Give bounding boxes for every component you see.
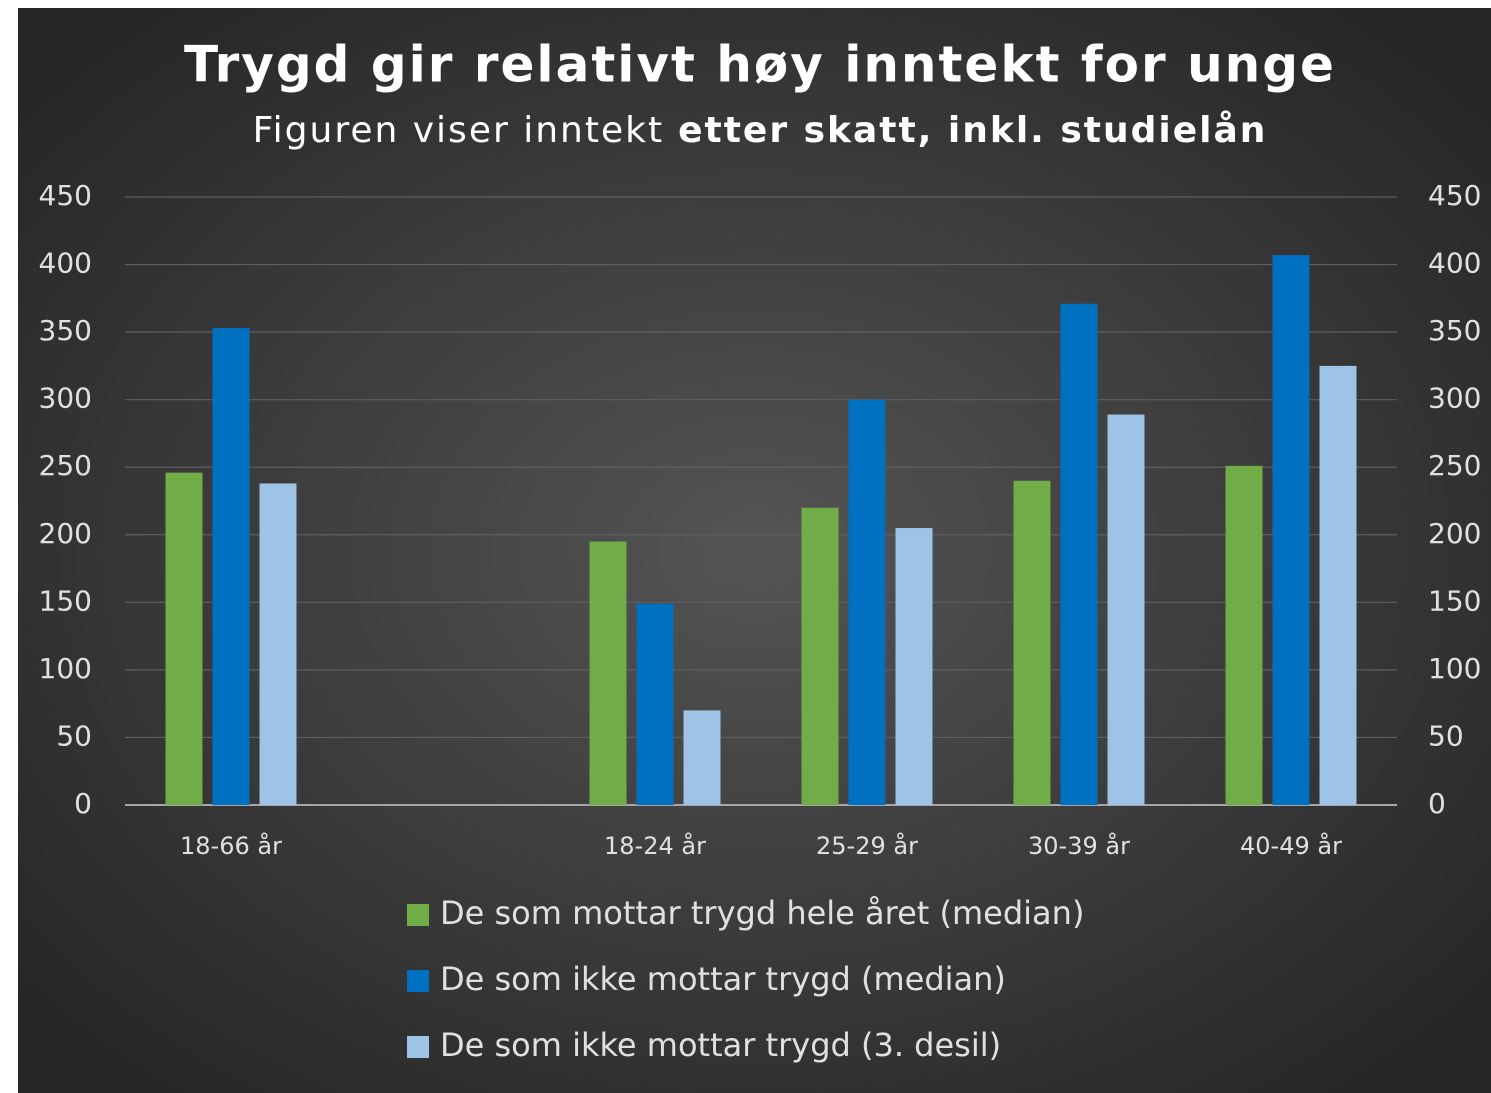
bar <box>1060 303 1098 805</box>
x-tick-label: 30-39 år <box>1028 831 1130 860</box>
bar <box>895 528 933 805</box>
legend-label: De som ikke mottar trygd (median) <box>440 960 1006 998</box>
y-tick-label: 50 <box>56 719 92 752</box>
x-tick-label: 18-66 år <box>180 831 282 860</box>
y2-tick-label: 200 <box>1428 517 1481 550</box>
y2-tick-label: 150 <box>1428 584 1481 617</box>
legend-label: De som mottar trygd hele året (median) <box>440 894 1084 932</box>
y-tick-label: 250 <box>39 449 92 482</box>
bar <box>1107 414 1145 805</box>
y-tick-label: 350 <box>39 314 92 347</box>
y2-tick-label: 250 <box>1428 449 1481 482</box>
subtitle-part: etter skatt, inkl. studielån <box>678 110 1267 151</box>
bar <box>165 472 203 805</box>
legend-label: De som ikke mottar trygd (3. desil) <box>440 1026 1001 1064</box>
bar <box>589 541 627 805</box>
bar <box>1013 480 1051 805</box>
chart-title: Trygd gir relativt høy inntekt for unge <box>184 36 1336 94</box>
y-tick-label: 200 <box>39 517 92 550</box>
subtitle-part: Figuren viser inntekt <box>253 110 665 151</box>
bar <box>1319 365 1357 805</box>
y-tick-label: 400 <box>39 247 92 280</box>
bar <box>212 328 250 805</box>
y-tick-label: 100 <box>39 652 92 685</box>
y2-tick-label: 450 <box>1428 179 1481 212</box>
bar <box>801 507 839 805</box>
y2-tick-label: 350 <box>1428 314 1481 347</box>
y-tick-label: 0 <box>74 787 92 820</box>
bar <box>636 603 674 805</box>
y-tick-label: 300 <box>39 382 92 415</box>
x-tick-label: 18-24 år <box>604 831 706 860</box>
y-tick-label: 450 <box>39 179 92 212</box>
x-tick-label: 40-49 år <box>1240 831 1342 860</box>
y2-tick-label: 50 <box>1428 719 1464 752</box>
bar <box>683 710 721 805</box>
bar <box>1272 255 1310 805</box>
bar <box>259 483 297 805</box>
legend-swatch <box>407 904 429 926</box>
y-tick-label: 150 <box>39 584 92 617</box>
legend-swatch <box>407 970 429 992</box>
bar <box>848 399 886 805</box>
y2-tick-label: 100 <box>1428 652 1481 685</box>
chart-subtitle: Figuren viser inntekt etter skatt, inkl. … <box>253 110 1268 151</box>
y2-tick-label: 400 <box>1428 247 1481 280</box>
bar <box>1225 465 1263 805</box>
y2-tick-label: 0 <box>1428 787 1446 820</box>
y2-tick-label: 300 <box>1428 382 1481 415</box>
x-tick-label: 25-29 år <box>816 831 918 860</box>
legend-swatch <box>407 1036 429 1058</box>
